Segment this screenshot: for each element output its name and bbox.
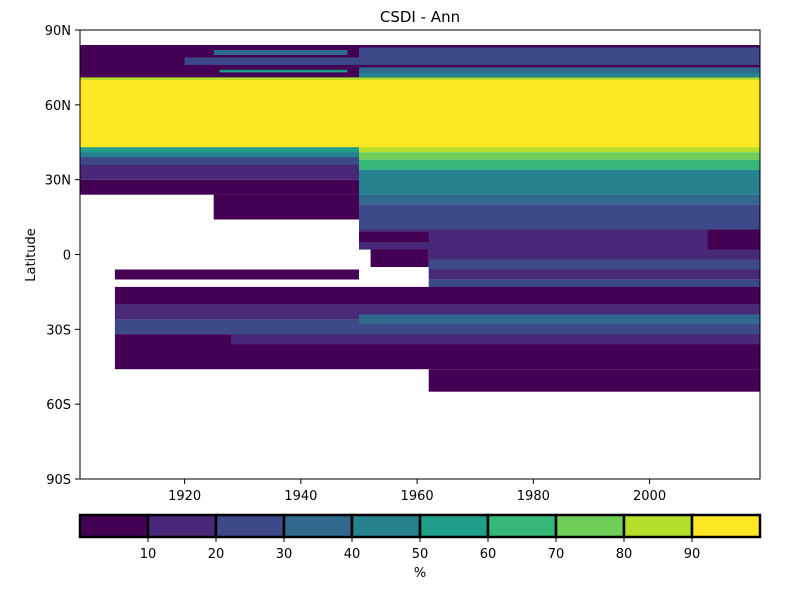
colorbar-tick-label: 50 bbox=[412, 547, 429, 562]
heatmap-cell bbox=[370, 249, 429, 267]
colorbar-tick-label: 40 bbox=[344, 547, 361, 562]
y-axis-ticks: 90N 60N 30N 0 30S 60S 90S bbox=[45, 24, 80, 488]
heatmap-cell bbox=[359, 47, 760, 58]
colorbar-tick-label: 20 bbox=[208, 547, 225, 562]
y-tick-label: 0 bbox=[63, 249, 71, 264]
heatmap-cell bbox=[359, 229, 760, 250]
colorbar-tick-label: 80 bbox=[616, 547, 633, 562]
heatmap-cell bbox=[219, 69, 348, 73]
y-tick-label: 90N bbox=[45, 24, 71, 39]
colorbar-segment bbox=[350, 513, 422, 539]
heatmap-cell bbox=[428, 369, 760, 392]
chart-title: CSDI - Ann bbox=[380, 8, 460, 26]
heatmap-cell bbox=[359, 152, 760, 160]
heatmap-cells bbox=[80, 45, 761, 392]
colorbar-segment bbox=[690, 513, 762, 539]
colorbar-segment bbox=[418, 513, 490, 539]
colorbar-segment bbox=[146, 513, 218, 539]
y-tick-label: 30S bbox=[46, 323, 71, 338]
heatmap-cell bbox=[80, 164, 359, 180]
heatmap-cell bbox=[359, 159, 760, 170]
heatmap-cell bbox=[80, 157, 359, 168]
heatmap-cell bbox=[359, 169, 760, 195]
heatmap-cell bbox=[184, 57, 761, 65]
x-tick-label: 1980 bbox=[517, 489, 550, 504]
colorbar-tick-label: 30 bbox=[276, 547, 293, 562]
colorbar-tick-label: 90 bbox=[684, 547, 701, 562]
colorbar: 10 20 30 40 50 60 70 80 90 % bbox=[78, 513, 762, 581]
x-tick-label: 2000 bbox=[633, 489, 666, 504]
heatmap-cell bbox=[359, 314, 760, 325]
y-tick-label: 90S bbox=[46, 473, 71, 488]
heatmap-cell bbox=[80, 152, 359, 160]
x-tick-label: 1960 bbox=[401, 489, 434, 504]
heatmap-cell bbox=[213, 194, 359, 220]
colorbar-ticks: 10 20 30 40 50 60 70 80 90 bbox=[140, 537, 701, 562]
heatmap-cell bbox=[707, 229, 760, 250]
heatmap-cell bbox=[114, 269, 360, 280]
plot-area bbox=[79, 29, 761, 480]
colorbar-tick-label: 60 bbox=[480, 547, 497, 562]
colorbar-segment bbox=[78, 513, 150, 539]
y-tick-label: 60N bbox=[45, 99, 71, 114]
colorbar-segment bbox=[622, 513, 694, 539]
heatmap-cell bbox=[428, 259, 760, 270]
y-tick-label: 30N bbox=[45, 174, 71, 189]
x-tick-label: 1940 bbox=[284, 489, 317, 504]
heatmap-cell bbox=[359, 204, 760, 235]
heatmap-cell bbox=[80, 79, 760, 150]
heatmap-cell bbox=[359, 72, 760, 78]
heatmap-cell bbox=[359, 147, 760, 153]
heatmap-cell bbox=[80, 179, 359, 195]
heatmap-cell bbox=[359, 194, 760, 205]
heatmap-cell bbox=[80, 147, 359, 155]
colorbar-segment bbox=[486, 513, 558, 539]
heatmap-cell bbox=[114, 286, 760, 305]
heatmap-cell bbox=[359, 67, 760, 73]
colorbar-segments bbox=[78, 513, 762, 539]
heatmap-cell bbox=[231, 334, 761, 345]
colorbar-label: % bbox=[414, 566, 426, 581]
colorbar-tick-label: 70 bbox=[548, 547, 565, 562]
colorbar-segment bbox=[554, 513, 626, 539]
heatmap-cell bbox=[213, 50, 348, 55]
x-tick-label: 1920 bbox=[168, 489, 201, 504]
colorbar-segment bbox=[214, 513, 286, 539]
x-axis-ticks: 1920 1940 1960 1980 2000 bbox=[168, 479, 666, 504]
colorbar-tick-label: 10 bbox=[140, 547, 157, 562]
y-axis-label: Latitude bbox=[24, 228, 39, 282]
colorbar-segment bbox=[282, 513, 354, 539]
y-tick-label: 60S bbox=[46, 398, 71, 413]
heatmap-cell bbox=[359, 232, 429, 243]
